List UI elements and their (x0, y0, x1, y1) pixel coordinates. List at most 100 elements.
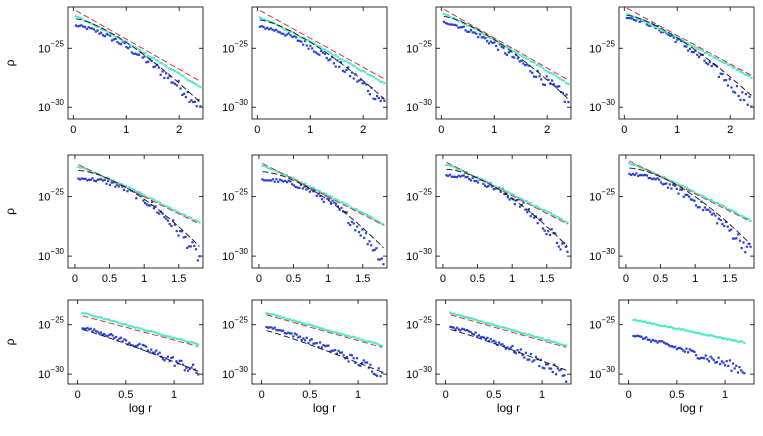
blue-data-point (536, 222, 539, 225)
cyan-data-point (518, 53, 521, 57)
blue-data-point (683, 350, 686, 353)
cyan-data-point (472, 27, 475, 30)
blue-data-point (140, 347, 143, 350)
red-dashed-curve (446, 161, 568, 225)
x-tick-label: 2 (544, 124, 550, 136)
blue-data-point (292, 335, 295, 338)
blue-data-point (109, 34, 112, 37)
cyan-data-point (347, 204, 350, 207)
red-dashed-curve (626, 7, 752, 76)
blue-data-point (733, 237, 736, 240)
blue-data-point (326, 197, 329, 200)
blue-data-point (698, 206, 701, 209)
cyan-data-point (372, 76, 375, 79)
blue-data-point (161, 70, 164, 73)
blue-data-point (116, 339, 119, 342)
cyan-data-point (161, 203, 164, 207)
cyan-data-point (372, 217, 375, 220)
blue-data-point (495, 44, 498, 48)
blue-data-point (379, 99, 382, 103)
blue-data-point (114, 335, 118, 339)
cyan-data-point (562, 220, 565, 223)
cyan-data-point (326, 50, 329, 53)
blue-data-point (377, 97, 380, 100)
cyan-data-point (490, 323, 493, 326)
cyan-data-point (353, 208, 356, 211)
blue-data-point (282, 180, 285, 183)
cyan-data-point (261, 164, 264, 167)
blue-data-point (289, 180, 292, 183)
cyan-data-point (489, 37, 492, 40)
blue-data-point (716, 222, 719, 225)
blue-data-point (539, 358, 543, 361)
cyan-data-point (366, 73, 369, 76)
blue-data-point (374, 98, 377, 101)
x-tick-label: 0 (440, 273, 446, 285)
cyan-data-point (685, 187, 688, 190)
cyan-data-point (112, 319, 115, 322)
x-axis-label: log r (313, 401, 336, 415)
cyan-data-point (101, 316, 104, 319)
cyan-data-point (711, 334, 714, 337)
cyan-data-point (271, 168, 274, 171)
blue-data-point (555, 373, 558, 376)
cyan-data-point (459, 314, 462, 317)
cyan-data-point (642, 167, 645, 170)
blue-data-point (637, 174, 640, 178)
cyan-data-point (670, 325, 673, 329)
cyan-data-point (153, 198, 156, 201)
blue-data-point (705, 208, 708, 211)
x-tick-label: 1 (674, 124, 680, 136)
x-tick-label: 1.5 (722, 273, 737, 285)
blue-data-point (524, 208, 527, 211)
cyan-data-point (74, 15, 77, 18)
cyan-data-point (81, 166, 84, 169)
blue-data-point (536, 69, 539, 72)
blue-data-point (688, 195, 691, 198)
cyan-data-point (715, 335, 718, 338)
blue-data-point (514, 352, 517, 355)
blue-data-point (627, 16, 630, 20)
blue-data-point (83, 327, 86, 330)
cyan-data-point (484, 179, 487, 182)
cyan-data-point (275, 23, 278, 26)
blue-data-point (719, 72, 722, 75)
blue-data-point (361, 82, 364, 85)
blue-data-point (361, 362, 364, 365)
cyan-data-point (531, 334, 534, 337)
cyan-data-point (724, 206, 727, 209)
cyan-data-point (630, 163, 633, 166)
blue-data-point (462, 174, 465, 177)
blue-data-point (321, 198, 324, 201)
x-tick-label: 0.5 (486, 389, 501, 401)
axes-frame (251, 154, 388, 269)
cyan-data-point (316, 326, 319, 329)
cyan-data-point (283, 173, 287, 176)
blue-data-point (710, 213, 713, 216)
cyan-data-point (546, 70, 549, 73)
cyan-data-point (506, 327, 509, 330)
blue-data-point (155, 349, 158, 352)
blue-data-point (494, 187, 497, 190)
blue-data-point (76, 25, 79, 28)
blue-data-point (496, 48, 500, 51)
blue-data-point (148, 351, 151, 354)
blue-data-point (341, 69, 344, 72)
cyan-data-point (298, 320, 301, 323)
cyan-data-point (461, 314, 464, 317)
blue-data-point (524, 351, 527, 354)
cyan-data-point (312, 186, 315, 189)
cyan-data-point (682, 40, 685, 43)
blue-data-point (553, 363, 556, 366)
y-tick-label: 10−30 (589, 98, 615, 114)
cyan-data-point (343, 202, 346, 205)
blue-data-point (547, 78, 550, 81)
cyan-data-point (502, 189, 505, 192)
cyan-data-point (83, 167, 86, 170)
blue-data-point (712, 359, 715, 362)
blue-data-point (300, 339, 303, 342)
blue-data-point (315, 194, 318, 197)
x-tick-label: 1 (307, 124, 313, 136)
blue-data-point (557, 245, 560, 248)
